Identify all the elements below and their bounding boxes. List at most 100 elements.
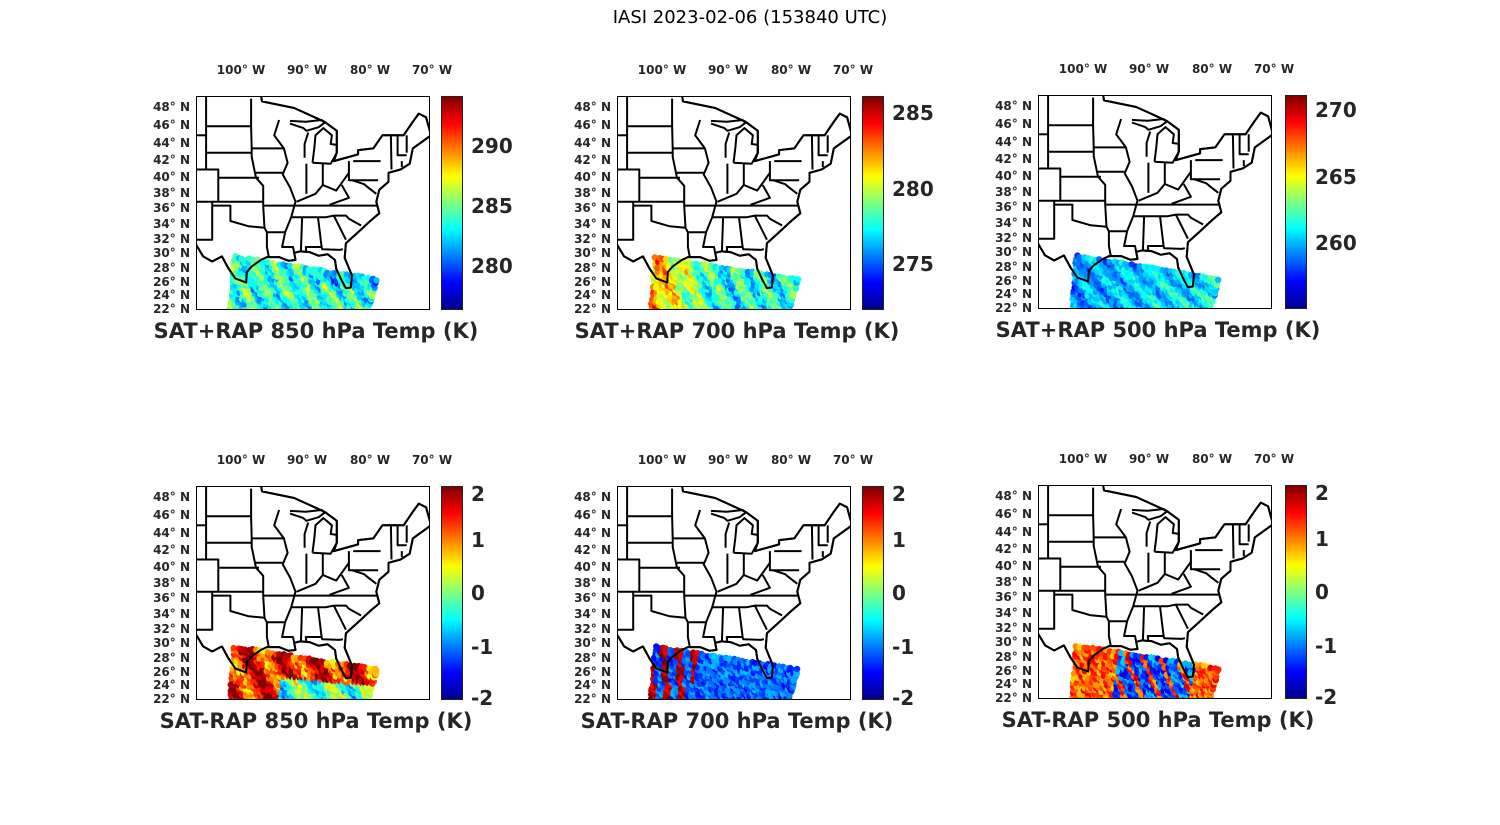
swath-point	[691, 699, 697, 700]
boundary-line	[741, 246, 765, 251]
latitude-tick-label: 34° N	[574, 216, 611, 231]
swath-point	[720, 309, 726, 310]
swath-point	[1164, 307, 1167, 308]
swath-point	[1142, 697, 1145, 698]
map-axes	[196, 96, 430, 310]
swath-point	[361, 664, 368, 671]
colorbar-tick-label: -2	[1315, 685, 1338, 709]
boundary-line	[250, 98, 270, 257]
swath-point	[1215, 276, 1222, 283]
swath-point	[776, 698, 778, 699]
map-plot	[618, 487, 850, 700]
boundary-line	[1133, 603, 1204, 616]
map-plot	[618, 97, 850, 310]
colorbar-tick-label: -1	[471, 634, 494, 659]
map-panel-3: 260 265 270 100° W 90° W 80° W 70° W 48° N 46° N…	[995, 62, 1357, 355]
boundary-line	[725, 217, 744, 253]
boundary-line	[1039, 200, 1056, 240]
swath-point	[726, 655, 733, 662]
boundary-line	[618, 591, 635, 631]
swath-point	[302, 698, 304, 699]
swath-point	[768, 699, 774, 700]
boundary-line	[724, 522, 731, 548]
boundary-line	[750, 184, 771, 206]
swath-point	[662, 255, 670, 263]
colorbar-tick-label: -1	[1315, 633, 1338, 658]
boundary-line	[1115, 118, 1139, 253]
swath-point	[372, 665, 379, 673]
map-axes	[1038, 95, 1272, 309]
latitude-tick-label: 34° N	[995, 215, 1032, 230]
colorbar-tick-label: 0	[892, 581, 906, 605]
longitude-tick-label: 100° W	[637, 63, 687, 77]
latitude-tick-label: 36° N	[574, 201, 611, 216]
latitude-tick-label: 28° N	[574, 260, 611, 275]
boundary-line	[626, 97, 641, 202]
latitude-tick-label: 30° N	[153, 246, 190, 261]
latitude-tick-label: 32° N	[995, 230, 1032, 245]
colorbar-tick-label: 270	[1315, 97, 1357, 122]
colorbar-tick-label: 2	[1315, 481, 1329, 505]
colorbar	[862, 96, 884, 310]
boundary-line	[1153, 126, 1180, 164]
latitude-tick-label: 22° N	[574, 692, 611, 706]
longitude-tick-label: 80° W	[770, 453, 812, 467]
latitude-tick-label: 30° N	[574, 246, 611, 261]
boundary-line	[1133, 213, 1204, 226]
boundary-line	[725, 607, 744, 643]
boundary-line	[712, 604, 783, 617]
latitude-tick-label: 48° N	[995, 489, 1032, 503]
latitude-tick-label: 48° N	[995, 99, 1032, 113]
boundary-line	[1054, 203, 1107, 228]
boundary-line	[768, 551, 800, 572]
retrieval-swath	[1069, 252, 1222, 308]
boundary-line	[1171, 573, 1192, 595]
boundary-line	[712, 214, 783, 227]
swath-point	[353, 699, 359, 700]
boundary-line	[1039, 590, 1056, 630]
boundary-line	[710, 509, 747, 522]
swath-point	[1123, 698, 1129, 699]
boundary-line	[720, 607, 725, 643]
boundary-line	[1047, 96, 1062, 201]
map-panel-1: 280 285 290 100° W 90° W 80° W 70° W 48° N 46° N…	[153, 63, 513, 356]
latitude-tick-label: 40° N	[153, 169, 190, 184]
latitude-tick-label: 42° N	[574, 153, 611, 168]
boundary-line	[329, 574, 350, 596]
swath-point	[739, 309, 745, 310]
latitude-tick-label: 46° N	[153, 508, 190, 523]
boundary-line	[289, 119, 326, 132]
latitude-tick-label: 46° N	[574, 508, 611, 523]
latitude-tick-label: 42° N	[995, 152, 1032, 167]
longitude-tick-label: 90° W	[707, 63, 749, 77]
panel-title: SAT+RAP 700 hPa Temp (K)	[574, 319, 900, 343]
latitude-tick-label: 30° N	[153, 636, 190, 651]
latitude-tick-label: 24° N	[995, 677, 1032, 692]
longitude-tick-label: 70° W	[1253, 62, 1295, 76]
boundary-line	[304, 217, 323, 253]
longitude-tick-label: 90° W	[286, 453, 328, 467]
latitude-tick-label: 22° N	[995, 691, 1032, 705]
swath-point	[713, 309, 719, 310]
colorbar	[1285, 485, 1307, 699]
boundary-line	[618, 201, 635, 241]
boundary-line	[205, 97, 220, 202]
boundary-line	[311, 517, 338, 555]
latitude-tick-label: 30° N	[995, 635, 1032, 650]
boundary-line	[291, 604, 362, 617]
boundary-line	[311, 127, 338, 165]
map-panel-5: -2 -1 0 1 2 100° W 90° W 80° W 70° W 48° N 46° N 44…	[574, 453, 917, 746]
map-plot	[1039, 96, 1271, 308]
boundary-line	[1141, 606, 1146, 642]
colorbar-tick-label: 280	[892, 176, 934, 201]
boundary-line	[817, 135, 828, 157]
retrieval-swath	[227, 644, 380, 700]
boundary-line	[741, 636, 765, 641]
swath-point	[728, 699, 734, 700]
latitude-tick-label: 36° N	[574, 591, 611, 606]
panel-title: SAT-RAP 700 hPa Temp (K)	[580, 709, 894, 733]
latitude-tick-label: 40° N	[574, 559, 611, 574]
boundary-line	[750, 574, 771, 596]
colorbar-tick-label: 2	[892, 482, 906, 506]
boundary-line	[1231, 134, 1235, 169]
